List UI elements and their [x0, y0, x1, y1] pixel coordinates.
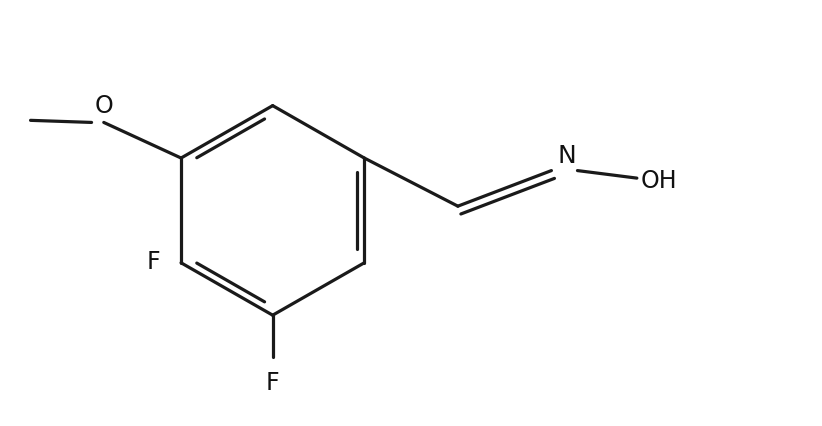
Text: F: F [147, 249, 161, 273]
Text: F: F [266, 370, 279, 394]
Text: OH: OH [641, 169, 677, 193]
Text: O: O [95, 94, 113, 118]
Text: N: N [558, 144, 577, 168]
